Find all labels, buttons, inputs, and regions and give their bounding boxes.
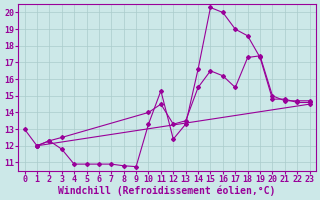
X-axis label: Windchill (Refroidissement éolien,°C): Windchill (Refroidissement éolien,°C) <box>58 185 276 196</box>
